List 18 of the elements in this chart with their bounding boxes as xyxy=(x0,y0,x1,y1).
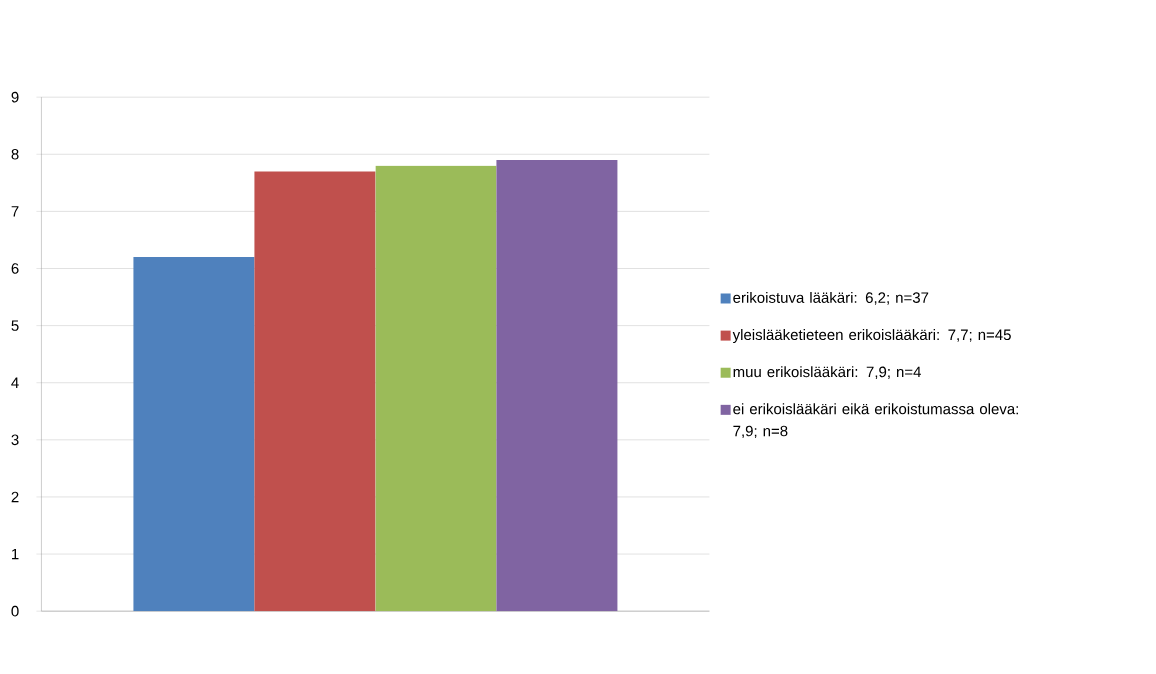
bar xyxy=(375,165,497,612)
y-tick-label: 7 xyxy=(11,206,19,217)
y-tick-label: 4 xyxy=(11,377,19,388)
bar xyxy=(254,171,376,612)
y-tick-label: 6 xyxy=(11,263,19,274)
y-tick-label: 1 xyxy=(12,548,19,560)
y-tick-label: 2 xyxy=(11,491,19,503)
y-tick-label: 8 xyxy=(11,148,19,160)
y-tick-label: 5 xyxy=(11,320,19,331)
legend-label: yleislääketieteen erikoislääkäri: 7,7; n=45 xyxy=(732,329,1011,344)
y-tick-label: 9 xyxy=(11,91,19,103)
y-tick-label: 3 xyxy=(11,434,19,446)
legend-label: ei erikoislääkäri eikä erikoistumassa oleva: 7,9; n=8 xyxy=(733,403,1018,439)
y-tick-label: 0 xyxy=(11,605,19,617)
legend-label: erikoistuva lääkäri: 6,2; n=37 xyxy=(733,291,929,305)
bar xyxy=(496,159,618,612)
legend-label: muu erikoislääkäri: 7,9; n=4 xyxy=(733,366,921,379)
bar xyxy=(133,257,255,612)
